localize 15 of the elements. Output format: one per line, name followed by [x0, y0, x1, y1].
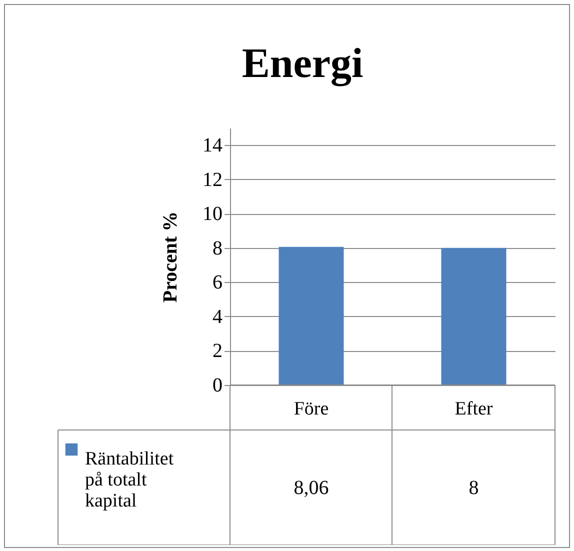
y-tick-label: 6: [212, 272, 222, 294]
y-tick-label: 0: [212, 374, 222, 396]
y-axis-title: Procent %: [160, 211, 182, 303]
chart-title: Energi: [242, 41, 364, 87]
y-tick-label: 4: [212, 306, 222, 328]
data-label: 8: [468, 477, 479, 499]
y-tick-label: 14: [202, 134, 222, 157]
data-label: 8,06: [294, 477, 329, 499]
legend-label: Räntabilitet på totalt kapital: [85, 448, 174, 512]
y-tick-label: 10: [202, 203, 222, 226]
y-tick-label: 8: [212, 237, 222, 260]
x-tick-label: Efter: [454, 398, 494, 420]
y-tick-label: 12: [202, 168, 222, 191]
x-tick-label: Före: [294, 398, 329, 420]
y-tick-label: 2: [212, 340, 222, 362]
